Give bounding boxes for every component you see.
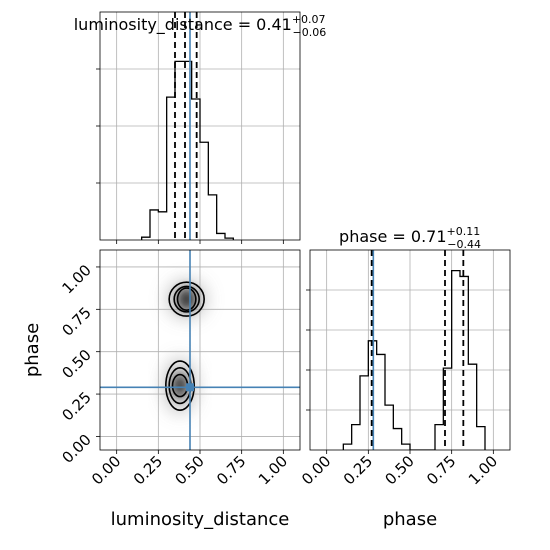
right-xtick-label-3: 0.75	[423, 452, 459, 488]
luminosity-distance-hist-step	[141, 60, 234, 240]
phase-title-sub: −0.44	[447, 238, 481, 251]
phase-title: phase = 0.71+0.11 −0.44	[339, 225, 481, 251]
cluster-1-core	[172, 374, 188, 397]
panel-luminosity-distance-histogram: luminosity_distance = 0.41+0.07 −0.06	[74, 11, 327, 244]
phase-title-sup: +0.11	[447, 225, 481, 238]
right-xtick-label-4: 1.00	[465, 452, 501, 488]
scatter-truth-marker	[186, 383, 194, 392]
right-xtick-label-0: 0.00	[298, 452, 334, 488]
cluster-0-contour-0	[176, 287, 197, 311]
scatter-truth-lines	[100, 250, 300, 450]
x-axis-label-phase: phase	[383, 509, 437, 530]
cluster-1-contour-2	[165, 360, 195, 411]
cluster-0-contour-2	[168, 281, 205, 317]
scatter-grid	[100, 250, 300, 450]
phase-title-main: phase = 0.71	[339, 227, 446, 246]
scatter-xtick-label-1: 0.25	[130, 452, 166, 488]
right-xtick-label-1: 0.25	[340, 452, 376, 488]
x-axis-label-luminosity-distance: luminosity_distance	[111, 509, 290, 530]
scatter-ytick-label-2: 0.50	[58, 346, 94, 382]
top-panel-ticks	[96, 68, 284, 244]
luminosity-distance-title-main: luminosity_distance = 0.41	[74, 15, 292, 35]
phase-histogram	[342, 250, 486, 450]
cluster-0-contour-1	[173, 285, 200, 313]
scatter-xtick-label-2: 0.50	[171, 452, 207, 488]
scatter-xtick-label-3: 0.75	[213, 452, 249, 488]
right-xtick-label-2: 0.50	[381, 452, 417, 488]
scatter-xtick-label-0: 0.00	[88, 452, 124, 488]
luminosity-distance-title-sub: −0.06	[293, 26, 327, 39]
scatter-ytick-label-3: 0.75	[58, 303, 94, 339]
panel-phase-vs-luminosity-distance: 0.00 0.25 0.50 0.75 1.000.000.250.500.751.00…	[22, 249, 301, 530]
scatter-ytick-label-4: 1.00	[58, 261, 94, 297]
phase-hist-step	[342, 269, 486, 450]
cluster-0-core	[177, 288, 196, 311]
scatter-ytick-label-1: 0.25	[58, 388, 94, 424]
luminosity-distance-title: luminosity_distance = 0.41+0.07 −0.06	[74, 13, 327, 39]
luminosity-distance-title-sup: +0.07	[292, 13, 326, 26]
panel-phase-histogram: 0.00 0.25 0.50 0.75 1.00 phase = 0.71+0.11 −0…	[298, 225, 511, 530]
luminosity-distance-histogram	[141, 12, 234, 240]
y-axis-label-phase: phase	[22, 323, 43, 377]
scatter-ytick-label-0: 0.00	[58, 431, 94, 467]
scatter-xtick-label-4: 1.00	[255, 452, 291, 488]
